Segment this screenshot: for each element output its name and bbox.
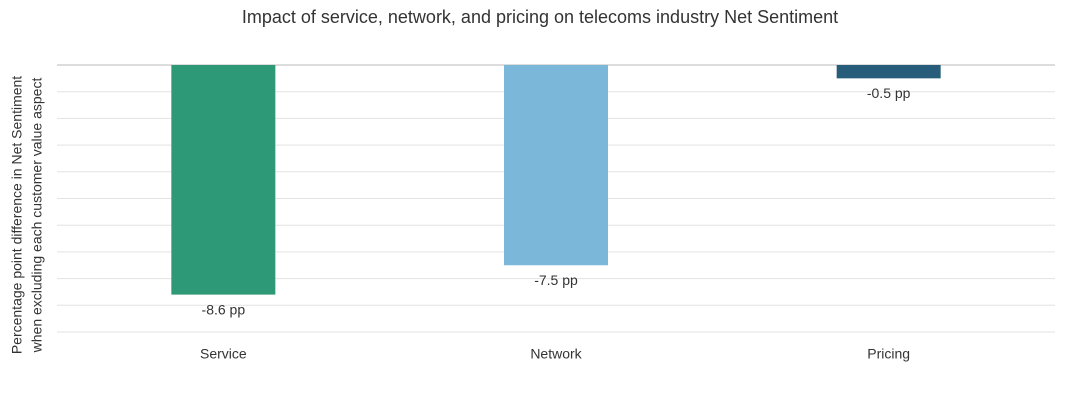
x-tick-label: Network xyxy=(530,346,582,362)
y-axis-label-line: Percentage point difference in Net Senti… xyxy=(9,76,25,354)
bar xyxy=(171,65,276,295)
x-tick-label: Service xyxy=(200,346,247,362)
data-label: -7.5 pp xyxy=(534,272,578,288)
x-tick-label: Pricing xyxy=(867,346,910,362)
data-label: -8.6 pp xyxy=(202,301,246,317)
data-label: -0.5 pp xyxy=(867,85,911,101)
chart-title: Impact of service, network, and pricing … xyxy=(242,7,838,27)
bar xyxy=(504,65,608,266)
y-axis-label-line: when excluding each customer value aspec… xyxy=(29,78,45,354)
bar xyxy=(836,65,941,79)
y-axis-label: Percentage point difference in Net Senti… xyxy=(9,76,45,354)
